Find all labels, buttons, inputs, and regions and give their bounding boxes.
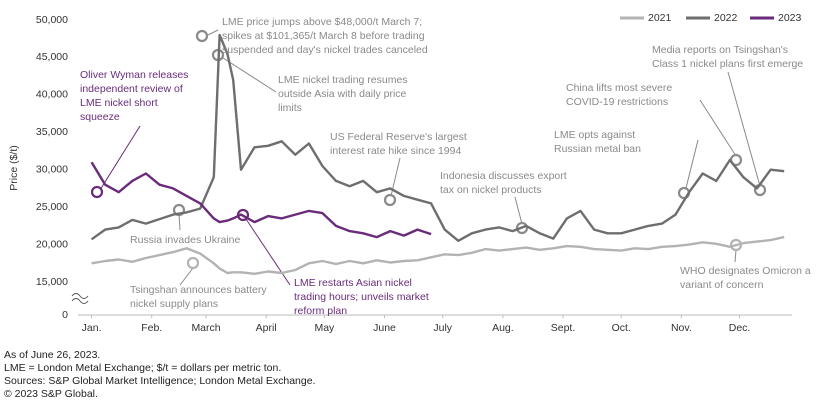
- x-tick-label: March: [191, 322, 220, 334]
- x-tick-label: July: [433, 322, 452, 334]
- series-line: [90, 161, 432, 239]
- y-tick-label: 30,000: [36, 163, 68, 175]
- annotation: outside Asia with daily price: [278, 88, 407, 100]
- x-tick-label: Sept.: [551, 322, 576, 334]
- annotation: LME restarts Asian nickel: [294, 277, 412, 289]
- annotation-markers: [90, 29, 767, 270]
- x-tick-label: April: [256, 322, 277, 334]
- y-break-label: 0: [62, 309, 68, 321]
- annotation: suspended and day's nickel trades cancel…: [222, 44, 428, 56]
- legend-label: 2021: [648, 12, 672, 24]
- annotation: US Federal Reserve's largest: [330, 131, 467, 143]
- annotation: variant of concern: [680, 279, 764, 291]
- annotation: spikes at $101,365/t March 8 before trad…: [222, 30, 425, 42]
- annotation: Media reports on Tsingshan's: [652, 44, 788, 56]
- annotation: nickel supply plans: [130, 298, 218, 310]
- annotation: limits: [278, 102, 302, 114]
- y-tick-label: 50,000: [36, 14, 68, 26]
- footnote: © 2023 S&P Global.: [4, 388, 98, 400]
- y-axis-label: Price ($/t): [8, 145, 20, 191]
- y-tick-label: 15,000: [36, 276, 68, 288]
- annotation: Class 1 nickel plans first emerge: [652, 58, 803, 70]
- y-tick-label: 20,000: [36, 238, 68, 250]
- footnote: Sources: S&P Global Market Intelligence;…: [4, 375, 316, 387]
- series-line: [90, 33, 785, 242]
- annotation: LME opts against: [554, 129, 635, 141]
- annotation: Oliver Wyman releases: [80, 69, 188, 81]
- x-tick-label: Jan.: [82, 322, 102, 334]
- annotation: Russian metal ban: [554, 143, 641, 155]
- x-tick-label: Aug.: [492, 322, 514, 334]
- x-tick-label: Oct.: [612, 322, 631, 334]
- footnote: As of June 26, 2023.: [4, 349, 100, 361]
- annotation: LME nickel trading resumes: [278, 74, 408, 86]
- annotation: COVID-19 restrictions: [566, 96, 668, 108]
- annotation: tax on nickel products: [440, 184, 542, 196]
- y-tick-label: 45,000: [36, 51, 68, 63]
- annotation: squeeze: [80, 111, 120, 123]
- annotation: Tsingshan announces battery: [130, 284, 267, 296]
- y-tick-label: 40,000: [36, 89, 68, 101]
- annotation: China lifts most severe: [566, 82, 672, 94]
- annotation: WHO designates Omicron a: [680, 265, 811, 277]
- x-tick-label: May: [314, 322, 335, 334]
- annotation: Russia invades Ukraine: [130, 234, 240, 246]
- legend-label: 2023: [778, 12, 802, 24]
- y-tick-label: 35,000: [36, 126, 68, 138]
- x-tick-label: Dec.: [729, 322, 751, 334]
- legend-label: 2022: [714, 12, 738, 24]
- series-line: [91, 235, 785, 275]
- footnote: LME = London Metal Exchange; $/t = dolla…: [4, 362, 281, 374]
- x-tick-label: Nov.: [671, 322, 692, 334]
- x-tick-label: June: [373, 322, 396, 334]
- x-tick-label: Feb.: [141, 322, 162, 334]
- annotation: LME nickel short: [80, 97, 158, 109]
- axis-break: [71, 293, 89, 304]
- annotation: reform plan: [294, 305, 347, 317]
- annotation: Indonesia discusses export: [440, 170, 567, 182]
- annotation: trading hours; unveils market: [294, 291, 429, 303]
- y-tick-label: 25,000: [36, 201, 68, 213]
- annotation: LME price jumps above $48,000/t March 7;: [222, 16, 422, 28]
- annotation: independent review of: [80, 83, 183, 95]
- annotation: interest rate hike since 1994: [330, 145, 461, 157]
